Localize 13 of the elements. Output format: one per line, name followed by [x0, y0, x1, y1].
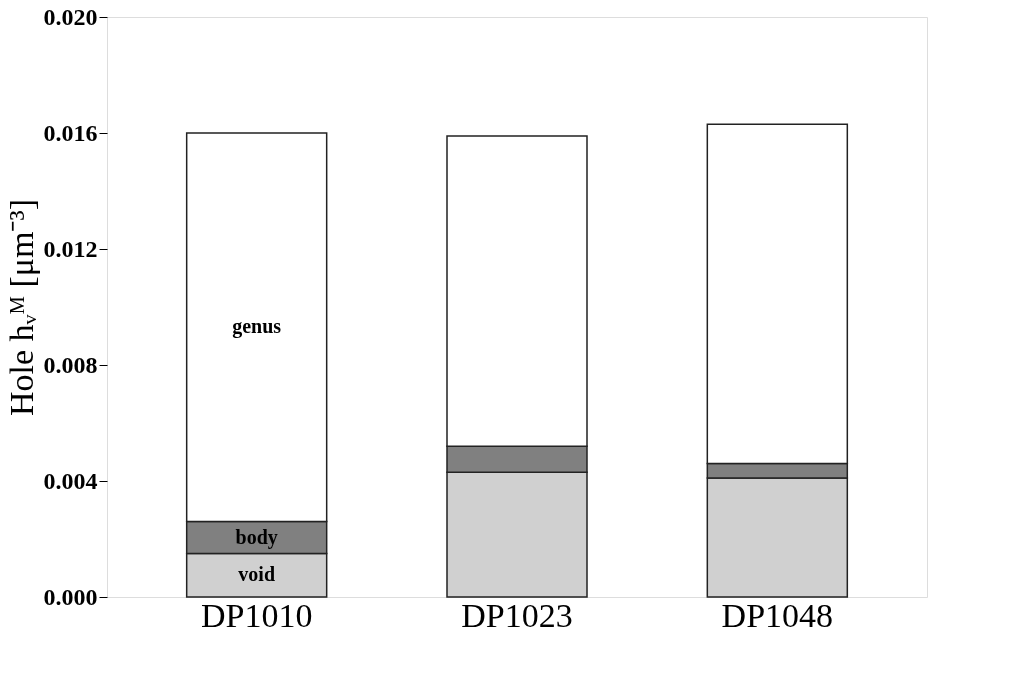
y-tick-label: 0.012: [43, 235, 98, 262]
x-tick-label: DP1023: [461, 596, 573, 634]
y-tick-label: 0.020: [43, 3, 98, 30]
series-label: genus: [232, 315, 282, 339]
y-tick-label: 0.000: [43, 583, 98, 610]
y-tick-label: 0.016: [43, 119, 98, 146]
x-tick-label: DP1010: [200, 596, 313, 634]
series-label: void: [238, 563, 276, 586]
y-axis-title: Hole hᵥᴹ [μm⁻³]: [2, 199, 40, 416]
y-tick-label: 0.008: [43, 351, 98, 378]
series-label: body: [235, 525, 278, 549]
y-tick-label: 0.004: [43, 467, 98, 494]
x-tick-label: DP1048: [721, 596, 834, 634]
